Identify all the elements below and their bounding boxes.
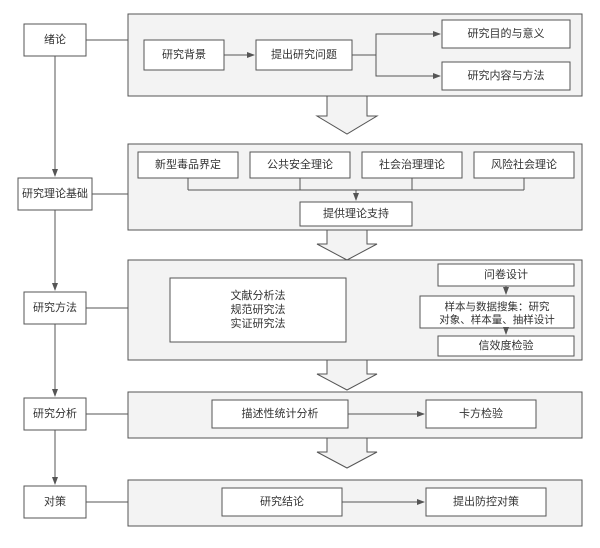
big-arrow-2 xyxy=(317,230,377,260)
side-label-1: 绪论 xyxy=(44,32,66,46)
big-arrow-3 xyxy=(317,360,377,390)
r3-r1-label: 问卷设计 xyxy=(484,267,528,281)
r4-n1-label: 描述性统计分析 xyxy=(242,406,319,420)
r1-n1-label: 研究背景 xyxy=(162,47,206,61)
r2-n5-label: 提供理论支持 xyxy=(323,206,389,220)
flowchart-canvas: 绪论 研究理论基础 研究方法 研究分析 对策 研究背景 提出研究问题 研究目的与… xyxy=(0,0,600,548)
r3-left-l2: 规范研究法 xyxy=(231,302,286,316)
side-label-4: 研究分析 xyxy=(33,406,77,420)
side-label-3: 研究方法 xyxy=(33,300,77,314)
big-arrow-4 xyxy=(317,438,377,468)
r2-n1-label: 新型毒品界定 xyxy=(155,157,221,171)
r2-n4-label: 风险社会理论 xyxy=(491,157,557,171)
r3-r2-label-a: 样本与数据搜集：研究 xyxy=(445,300,550,313)
r3-r3-label: 信效度检验 xyxy=(479,338,534,352)
r2-n2-label: 公共安全理论 xyxy=(267,157,333,171)
r2-n3-label: 社会治理理论 xyxy=(379,157,445,171)
r5-n1-label: 研究结论 xyxy=(260,494,304,508)
r1-n3-label: 研究目的与意义 xyxy=(468,26,545,40)
side-label-2: 研究理论基础 xyxy=(22,186,88,200)
r3-left-l3: 实证研究法 xyxy=(231,316,286,330)
r1-n2-label: 提出研究问题 xyxy=(271,47,337,61)
r1-n4-label: 研究内容与方法 xyxy=(468,68,545,82)
r3-left-l1: 文献分析法 xyxy=(231,288,286,302)
side-label-5: 对策 xyxy=(44,494,66,508)
r5-n2-label: 提出防控对策 xyxy=(453,494,519,508)
big-arrow-1 xyxy=(317,96,377,134)
r4-n2-label: 卡方检验 xyxy=(459,406,503,420)
r3-r2-label-b: 对象、样本量、抽样设计 xyxy=(439,313,555,326)
